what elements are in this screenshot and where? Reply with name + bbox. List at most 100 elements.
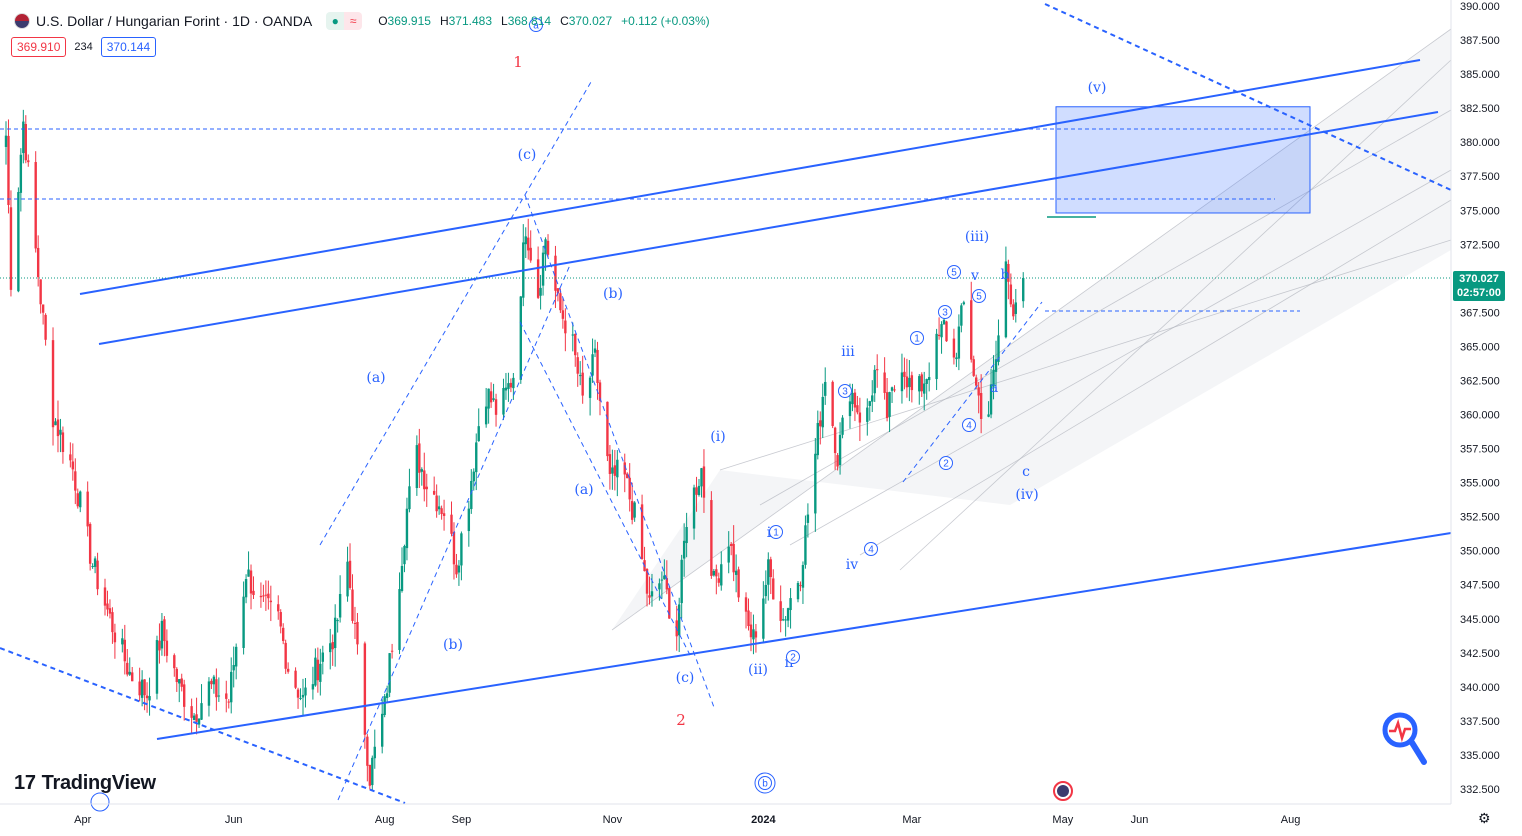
candle-body	[507, 383, 510, 390]
candle-body	[1022, 277, 1025, 302]
candle-body	[623, 462, 626, 475]
candle-body	[504, 387, 508, 391]
candle-body	[903, 371, 906, 377]
magnifier-icon[interactable]	[1380, 710, 1430, 770]
candle-body	[487, 388, 490, 409]
candle-body	[588, 377, 592, 398]
price-tick-label: 352.500	[1460, 512, 1500, 524]
candle-body	[264, 594, 268, 596]
price-axis[interactable]: 390.000 387.500 385.000 382.500 380.000 377.5…	[1450, 0, 1500, 804]
time-axis[interactable]: Apr Jun Aug Sep Nov 2024 Mar May Jun Aug	[0, 803, 1451, 826]
candle-body	[163, 619, 166, 642]
candle-body	[36, 247, 40, 278]
candle-body	[544, 239, 547, 255]
settings-gear-icon[interactable]: ⚙	[1478, 810, 1491, 826]
candle-body	[460, 533, 463, 566]
rise-fan-line	[337, 264, 571, 801]
candle-body	[616, 459, 619, 478]
price-tick-label: 390.000	[1460, 1, 1500, 13]
price-tick-label: 342.500	[1460, 648, 1500, 660]
candle-body	[824, 381, 827, 396]
candle-body	[613, 465, 617, 476]
tradingview-logo[interactable]: 17 TradingView	[14, 772, 156, 795]
candle-body	[579, 375, 582, 377]
wave-label: 2	[676, 711, 686, 729]
time-tick-label: Nov	[603, 814, 623, 826]
candle-body	[234, 646, 238, 667]
wave-label: (c)	[676, 670, 695, 686]
candle-body	[145, 695, 149, 699]
candle-body	[140, 679, 144, 698]
time-tick-label: Apr	[74, 814, 91, 826]
wave-label: v	[970, 268, 979, 284]
candle-body	[321, 652, 324, 662]
candle-body	[663, 575, 666, 580]
candle-body	[351, 589, 354, 621]
buy-button[interactable]: 370.144	[100, 37, 157, 57]
candle-body	[232, 665, 235, 671]
candle-body	[158, 640, 161, 651]
candle-body	[242, 596, 245, 648]
close-value: 370.027	[568, 14, 613, 28]
candle-body	[502, 388, 505, 415]
candle-body	[752, 629, 755, 640]
candle-body	[527, 237, 530, 251]
candle-body	[267, 593, 270, 599]
candle-body	[858, 412, 862, 423]
candle-body	[838, 434, 842, 466]
candle-body	[1004, 261, 1008, 338]
candle-body	[227, 701, 230, 703]
candle-body	[442, 513, 446, 516]
candle-body	[923, 383, 926, 394]
candle-body	[732, 543, 735, 573]
candle-body	[628, 477, 631, 500]
market-open-icon[interactable]: ●	[326, 12, 345, 30]
candle-body	[197, 718, 201, 725]
candle-body	[450, 514, 453, 534]
candle-body	[900, 372, 904, 392]
candle-body	[217, 695, 221, 697]
circled-label: a	[533, 21, 539, 32]
candle-body	[51, 340, 55, 428]
channel-line	[859, 199, 1452, 556]
wave-label: iv	[846, 557, 858, 573]
candle-body	[989, 384, 993, 415]
circled-label-ring	[786, 650, 800, 664]
symbol-title[interactable]: U.S. Dollar / Hungarian Forint · 1D · OA…	[36, 13, 313, 29]
candle-body	[893, 389, 896, 391]
price-tick-label: 372.500	[1460, 239, 1500, 251]
candle-body	[173, 655, 176, 669]
market-status-toggle[interactable]: ● ≈	[326, 12, 363, 30]
candle-body	[734, 570, 738, 575]
candle-body	[541, 252, 545, 286]
candle-body	[472, 471, 475, 482]
candle-body	[692, 487, 696, 529]
tradingview-icon: 17	[14, 772, 36, 794]
candle-body	[286, 668, 290, 672]
candle-body	[200, 703, 203, 720]
candle-body	[210, 680, 213, 685]
candle-body	[992, 369, 995, 387]
sell-button[interactable]: 369.910	[11, 37, 67, 57]
candle-body	[420, 469, 423, 472]
price-tick-label: 385.000	[1460, 69, 1500, 81]
wave-icon[interactable]: ≈	[344, 12, 363, 30]
candle-body	[729, 544, 733, 546]
candle-body	[952, 338, 956, 358]
candle-body	[962, 302, 966, 305]
candle-body	[279, 612, 282, 627]
candle-body	[484, 406, 488, 425]
candle-body	[908, 377, 911, 388]
price-tick-label: 365.000	[1460, 341, 1500, 353]
price-tick-label: 377.500	[1460, 171, 1500, 183]
candle-body	[353, 623, 357, 625]
price-tick-label: 355.000	[1460, 478, 1500, 490]
candle-body	[645, 568, 649, 594]
candle-body	[905, 376, 909, 388]
candle-body	[492, 398, 495, 400]
candle-body	[262, 595, 265, 597]
fall-fan-line	[524, 194, 716, 711]
candle-body	[403, 545, 406, 565]
candle-body	[970, 300, 973, 360]
